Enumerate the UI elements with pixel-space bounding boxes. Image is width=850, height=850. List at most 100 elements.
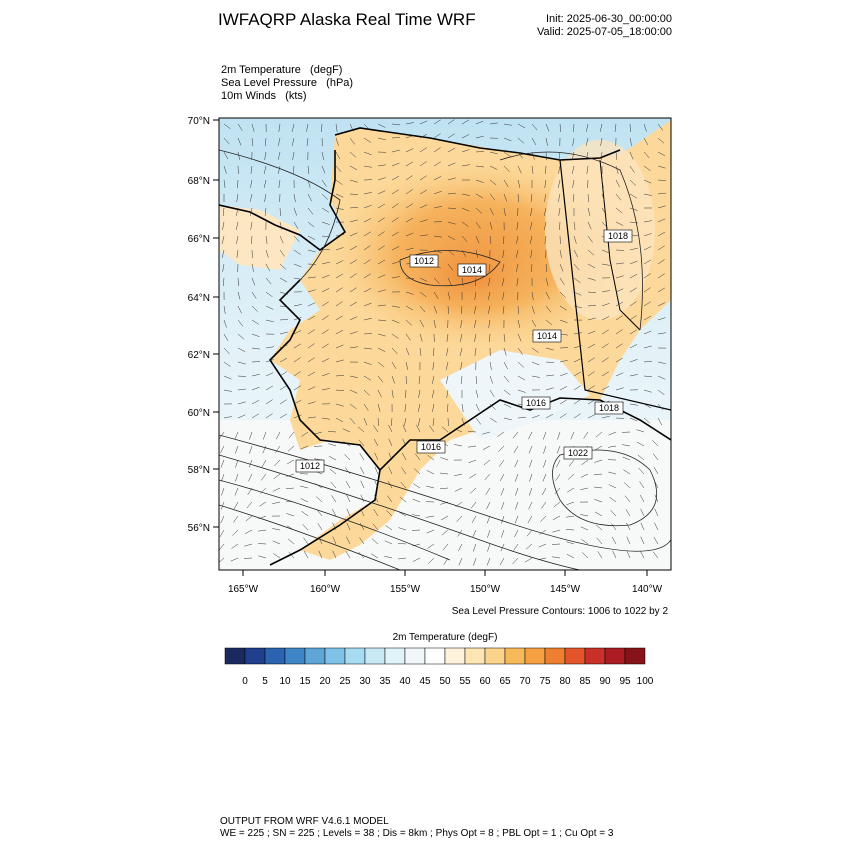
wind-barb (363, 389, 370, 396)
wind-barb (363, 288, 372, 293)
wind-barb (587, 291, 597, 293)
isobar-label: 1016 (421, 442, 441, 452)
colorbar-swatch (484, 647, 506, 665)
wind-barb (516, 277, 519, 286)
wind-barb (291, 123, 295, 132)
colorbar-swatch (604, 647, 626, 665)
wind-barb (640, 536, 645, 545)
wind-barb (346, 494, 351, 503)
wind-barb (237, 401, 246, 405)
map-area: 1012 1014 1014 1018 1016 1018 1016 1012 … (219, 118, 671, 570)
wind-barb (359, 522, 365, 531)
wind-barb (581, 459, 589, 465)
wind-barb (485, 487, 491, 495)
wind-barb (265, 277, 272, 285)
wind-barb (517, 375, 526, 381)
wind-barb (249, 431, 253, 440)
wind-barb (587, 277, 596, 281)
wind-barb (558, 165, 561, 174)
wind-barb (586, 165, 589, 174)
wind-barb (517, 137, 525, 144)
wind-barb (580, 526, 589, 531)
wind-barb (349, 346, 358, 349)
wind-barb (223, 389, 232, 392)
wind-barb (388, 438, 393, 447)
wind-barb (391, 333, 399, 339)
wind-barb (377, 190, 386, 195)
wind-barb (442, 543, 449, 551)
wind-barb (657, 417, 663, 426)
wind-barb (234, 431, 239, 440)
wind-barb (594, 511, 603, 517)
wind-barb (657, 179, 667, 181)
wind-barb (398, 527, 407, 531)
wind-barb (556, 445, 561, 454)
wind-barb (643, 259, 652, 265)
wind-barb (542, 473, 547, 482)
wind-barb (335, 287, 343, 293)
wind-barb (629, 287, 637, 293)
wind-barb (475, 235, 480, 244)
wind-barb (418, 389, 421, 398)
wind-barb (503, 361, 508, 370)
wind-barb (470, 501, 477, 509)
wind-barb (653, 536, 659, 545)
wind-barb (530, 207, 533, 216)
wind-barb (512, 557, 519, 565)
wind-barb (447, 162, 456, 167)
wind-barb (531, 319, 537, 328)
wind-barb (489, 151, 498, 155)
wind-barb (531, 305, 535, 314)
wind-barb (446, 375, 449, 384)
wind-barb (419, 291, 427, 298)
wind-barb (307, 371, 316, 377)
wind-barb (542, 431, 547, 440)
wind-barb (528, 487, 533, 496)
wind-barb (413, 483, 421, 489)
wind-barb (258, 515, 267, 520)
wind-barb (391, 305, 400, 308)
wind-barb (657, 361, 666, 364)
wind-barb (223, 361, 231, 367)
wind-barb (472, 529, 477, 538)
wind-barb (316, 509, 323, 517)
wind-barb (279, 207, 281, 217)
wind-barb (221, 473, 225, 482)
wind-barb (517, 347, 523, 355)
wind-barb (223, 375, 232, 380)
wind-barb (316, 496, 323, 503)
wind-barb (262, 445, 267, 454)
wind-barb (349, 417, 356, 425)
wind-barb (374, 494, 379, 503)
wind-barb (335, 193, 344, 198)
wind-barb (499, 459, 505, 467)
wind-barb (636, 429, 645, 433)
wind-barb (249, 445, 253, 454)
colorbar-swatch (504, 647, 526, 665)
wind-barb (374, 452, 379, 461)
wind-barb (405, 389, 407, 399)
wind-barb (278, 137, 281, 146)
wind-barb (335, 137, 339, 146)
wind-barb (573, 277, 581, 283)
wind-barb (581, 539, 589, 545)
wind-barb (293, 304, 302, 307)
wind-barb (615, 372, 624, 377)
wind-barb (615, 343, 623, 349)
wind-barb (277, 151, 281, 160)
wind-barb (363, 165, 372, 168)
wind-barb (461, 149, 470, 153)
wind-barb (391, 261, 400, 265)
wind-barb (475, 277, 477, 287)
wind-barb (622, 444, 631, 447)
wind-barb (447, 417, 449, 427)
wind-barb (500, 543, 505, 552)
wind-barb (461, 221, 469, 227)
wind-barb (345, 467, 351, 475)
wind-barb (543, 445, 547, 454)
wind-barb (371, 553, 379, 559)
wind-barb (545, 374, 554, 377)
wind-barb (557, 431, 561, 440)
wind-barb (643, 137, 649, 146)
wind-barb (223, 151, 229, 160)
